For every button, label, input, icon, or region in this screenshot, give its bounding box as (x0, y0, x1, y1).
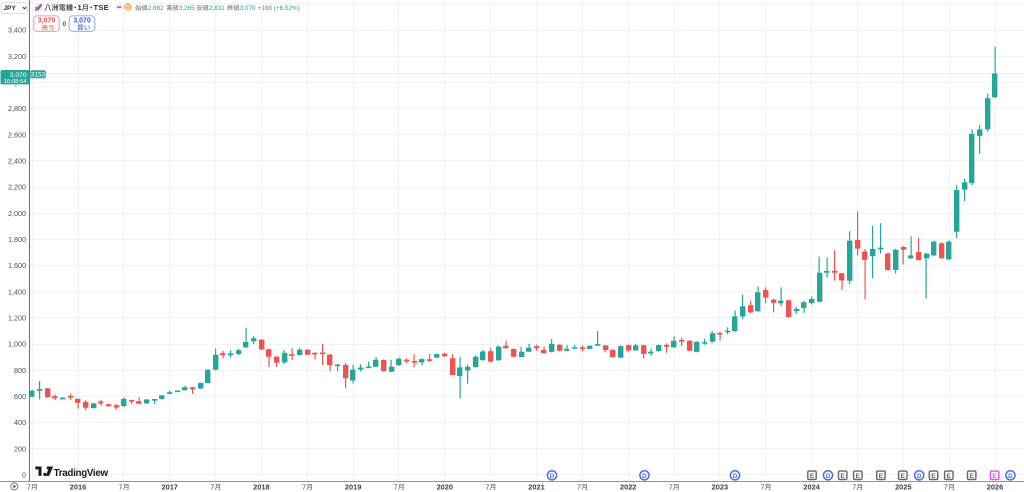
svg-text:3,070: 3,070 (73, 18, 91, 25)
svg-text:E: E (992, 473, 997, 480)
svg-text:3,070: 3,070 (240, 5, 256, 12)
svg-text:E: E (856, 473, 861, 480)
svg-text:7: 7 (760, 483, 764, 492)
svg-text:3,265: 3,265 (179, 5, 195, 12)
svg-text:1,800: 1,800 (8, 235, 26, 244)
svg-text:2020: 2020 (437, 483, 453, 492)
svg-text:2024: 2024 (803, 483, 820, 492)
svg-text:2,200: 2,200 (8, 183, 26, 192)
svg-text:7: 7 (27, 483, 31, 492)
svg-text:2,800: 2,800 (8, 104, 26, 113)
svg-text:+188 (+6.52%): +188 (+6.52%) (258, 5, 300, 12)
svg-text:7: 7 (485, 483, 489, 492)
svg-text:2018: 2018 (253, 483, 269, 492)
svg-text:D: D (1008, 473, 1013, 480)
svg-text:3153: 3153 (31, 72, 46, 79)
svg-text:2,000: 2,000 (8, 209, 26, 218)
svg-text:1,200: 1,200 (8, 314, 26, 323)
svg-text:2,600: 2,600 (8, 130, 26, 139)
svg-text:200: 200 (14, 444, 26, 453)
svg-text:E: E (931, 473, 936, 480)
svg-text:1,400: 1,400 (8, 287, 26, 296)
svg-text:10:08:54: 10:08:54 (4, 79, 28, 85)
svg-text:2,831: 2,831 (209, 5, 225, 12)
svg-text:E: E (879, 473, 884, 480)
svg-text:1: 1 (78, 3, 83, 12)
svg-text:JPY: JPY (3, 5, 16, 12)
svg-text:D: D (125, 5, 130, 12)
svg-text:TradingView: TradingView (54, 468, 109, 479)
svg-text:7: 7 (669, 483, 673, 492)
svg-text:7: 7 (210, 483, 214, 492)
svg-text:7: 7 (394, 483, 398, 492)
svg-text:2,400: 2,400 (8, 157, 26, 166)
svg-text:2023: 2023 (712, 483, 728, 492)
svg-text:800: 800 (14, 366, 26, 375)
svg-text:2021: 2021 (528, 483, 544, 492)
svg-text:1,000: 1,000 (8, 340, 26, 349)
svg-text:E: E (969, 473, 974, 480)
svg-text:7: 7 (944, 483, 948, 492)
svg-text:2017: 2017 (161, 483, 177, 492)
svg-text:D: D (826, 473, 831, 480)
svg-text:3,400: 3,400 (8, 26, 26, 35)
svg-text:0: 0 (22, 471, 26, 480)
svg-text:2016: 2016 (70, 483, 86, 492)
svg-text:E: E (810, 473, 815, 480)
svg-text:3,070: 3,070 (10, 72, 27, 79)
svg-text:7: 7 (577, 483, 581, 492)
svg-text:0: 0 (62, 21, 66, 28)
svg-text:2026: 2026 (987, 483, 1003, 492)
svg-text:7: 7 (852, 483, 856, 492)
svg-text:D: D (550, 473, 555, 480)
svg-text:D: D (733, 473, 738, 480)
svg-text:D: D (642, 473, 647, 480)
svg-text:D: D (917, 473, 922, 480)
svg-text:1,600: 1,600 (8, 261, 26, 270)
svg-text:7: 7 (302, 483, 306, 492)
svg-text:TSE: TSE (94, 3, 109, 12)
svg-text:3,070: 3,070 (38, 18, 56, 25)
svg-text:E: E (947, 473, 952, 480)
svg-text:2019: 2019 (345, 483, 361, 492)
svg-text:E: E (840, 473, 845, 480)
svg-text:600: 600 (14, 392, 26, 401)
svg-text:3,200: 3,200 (8, 52, 26, 61)
svg-text:2025: 2025 (895, 483, 911, 492)
svg-text:2,882: 2,882 (148, 5, 164, 12)
svg-text:7: 7 (119, 483, 123, 492)
svg-text:2022: 2022 (620, 483, 636, 492)
svg-text:400: 400 (14, 418, 26, 427)
svg-text:E: E (901, 473, 906, 480)
